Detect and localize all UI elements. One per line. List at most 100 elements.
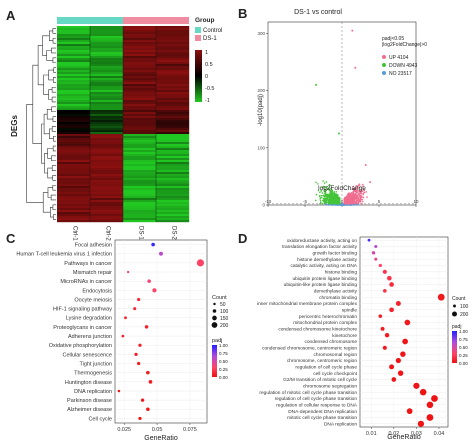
volcano-point-down: [319, 194, 321, 197]
volcano-point-down: [336, 202, 338, 205]
heatmap-cell: [90, 116, 124, 119]
heatmap-cell: [123, 132, 157, 135]
heatmap-cell: [90, 152, 124, 155]
category-label: demethylase activity: [314, 289, 358, 295]
heatmap-cell: [57, 134, 91, 137]
heatmap-cell: [156, 26, 190, 29]
enrichment-dot: [437, 293, 445, 301]
heatmap-cell: [156, 126, 190, 129]
volcano-point-up: [357, 192, 360, 195]
padj-legend-label: 1.00: [459, 329, 468, 334]
enrichment-dot: [431, 395, 438, 402]
heatmap-cell: [156, 96, 190, 99]
volcano-point-up: [355, 184, 358, 187]
volcano-point-down: [328, 197, 331, 200]
volcano-point-down: [321, 202, 324, 205]
heatmap-column-labels: Ctrl-1 Ctrl-2 DS-1 DS-2: [72, 226, 177, 241]
volcano-point-down: [331, 190, 334, 193]
heatmap-cell: [123, 68, 157, 71]
heatmap-cell: [90, 144, 124, 147]
category-label: Huntington disease: [65, 380, 112, 386]
volcano-y-tick-label: 0: [262, 203, 265, 208]
heatmap-cell: [123, 136, 157, 139]
go-legend: Count padj 100 200 1.00 0.75 0.50 0.25 0.00: [451, 296, 469, 366]
heatmap-cell: [57, 36, 91, 39]
volcano-y-tick-label: 100: [257, 145, 265, 150]
heatmap-cell: [57, 170, 91, 173]
heatmap-cell: [156, 210, 190, 213]
heatmap-cell: [123, 26, 157, 29]
heatmap-cell: [57, 66, 91, 69]
heatmap-cell: [57, 62, 91, 65]
heatmap-cell: [156, 150, 190, 153]
go-count-title: Count: [452, 296, 466, 302]
heatmap-cell: [156, 94, 190, 97]
panel-label-c: C: [6, 231, 16, 246]
heatmap-cell: [123, 144, 157, 147]
heatmap-cell: [123, 108, 157, 111]
category-label: MicroRNAs in cancer: [60, 279, 112, 285]
category-label: regulation of cellular response to DNA: [276, 403, 358, 409]
category-label: DNA replication: [74, 389, 112, 395]
volcano-point-down: [333, 193, 335, 196]
volcano-point-up: [360, 202, 363, 205]
heatmap-cell: [57, 106, 91, 109]
heatmap-cell: [90, 60, 124, 63]
heatmap-cell: [57, 78, 91, 81]
heatmap-cell: [57, 80, 91, 83]
volcano-legend-no-dot: [382, 71, 386, 75]
enrichment-dot: [404, 319, 411, 326]
heatmap-cell: [57, 112, 91, 115]
heatmap-cell: [57, 96, 91, 99]
heatmap-cell: [57, 206, 91, 209]
heatmap-cell: [156, 78, 190, 81]
heatmap-cell: [123, 84, 157, 87]
heatmap-cell: [90, 62, 124, 65]
size-legend-dot: [212, 315, 217, 321]
volcano-point-up: [362, 196, 365, 199]
go-dotplot-panel: oxidoreductase activity, acting ontransl…: [257, 236, 469, 441]
volcano-legend-down: DOWN 4943: [389, 63, 418, 69]
heatmap-cell: [123, 126, 157, 129]
heatmap-cell: [57, 142, 91, 145]
enrichment-dot: [389, 307, 394, 313]
heatmap-cell: [90, 160, 124, 163]
volcano-point-up: [358, 184, 361, 186]
enrichment-dot: [151, 242, 155, 247]
enrichment-dot: [138, 416, 142, 421]
heatmap-cell: [123, 94, 157, 97]
enrichment-dot: [117, 389, 121, 393]
volcano-point-up: [362, 185, 364, 187]
heatmap-cell: [156, 110, 190, 113]
volcano-point-down: [324, 194, 326, 197]
volcano-point-down: [336, 194, 339, 197]
category-label: ubiquitin-like protein ligase binding: [284, 282, 358, 288]
heatmap-cell: [57, 220, 91, 223]
enrichment-dot: [406, 408, 413, 415]
volcano-point-down: [333, 191, 336, 193]
heatmap-cell: [90, 42, 124, 45]
go-category-labels: oxidoreductase activity, acting ontransl…: [257, 238, 358, 428]
scale-tick-label: -0.5: [205, 86, 214, 92]
volcano-point-up: [362, 192, 365, 194]
volcano-point-up: [360, 189, 363, 191]
volcano-point-outlier: [364, 163, 367, 166]
heatmap-cell: [123, 208, 157, 211]
heatmap-cell: [90, 168, 124, 171]
enrichment-dot: [133, 307, 137, 311]
padj-legend-label: 0.00: [459, 361, 468, 366]
volcano-point-down: [326, 193, 329, 196]
volcano-point-down: [320, 196, 323, 199]
volcano-point-up: [352, 193, 355, 196]
heatmap-cell: [123, 116, 157, 119]
heatmap-cell: [90, 136, 124, 139]
volcano-point-down: [319, 198, 321, 200]
heatmap-cell: [123, 220, 157, 223]
heatmap-cell: [90, 54, 124, 57]
volcano-point-no: [356, 203, 358, 206]
heatmap-cell: [123, 166, 157, 169]
volcano-point-up: [359, 198, 362, 201]
volcano-point-down: [328, 201, 330, 203]
heatmap-cell: [123, 82, 157, 85]
